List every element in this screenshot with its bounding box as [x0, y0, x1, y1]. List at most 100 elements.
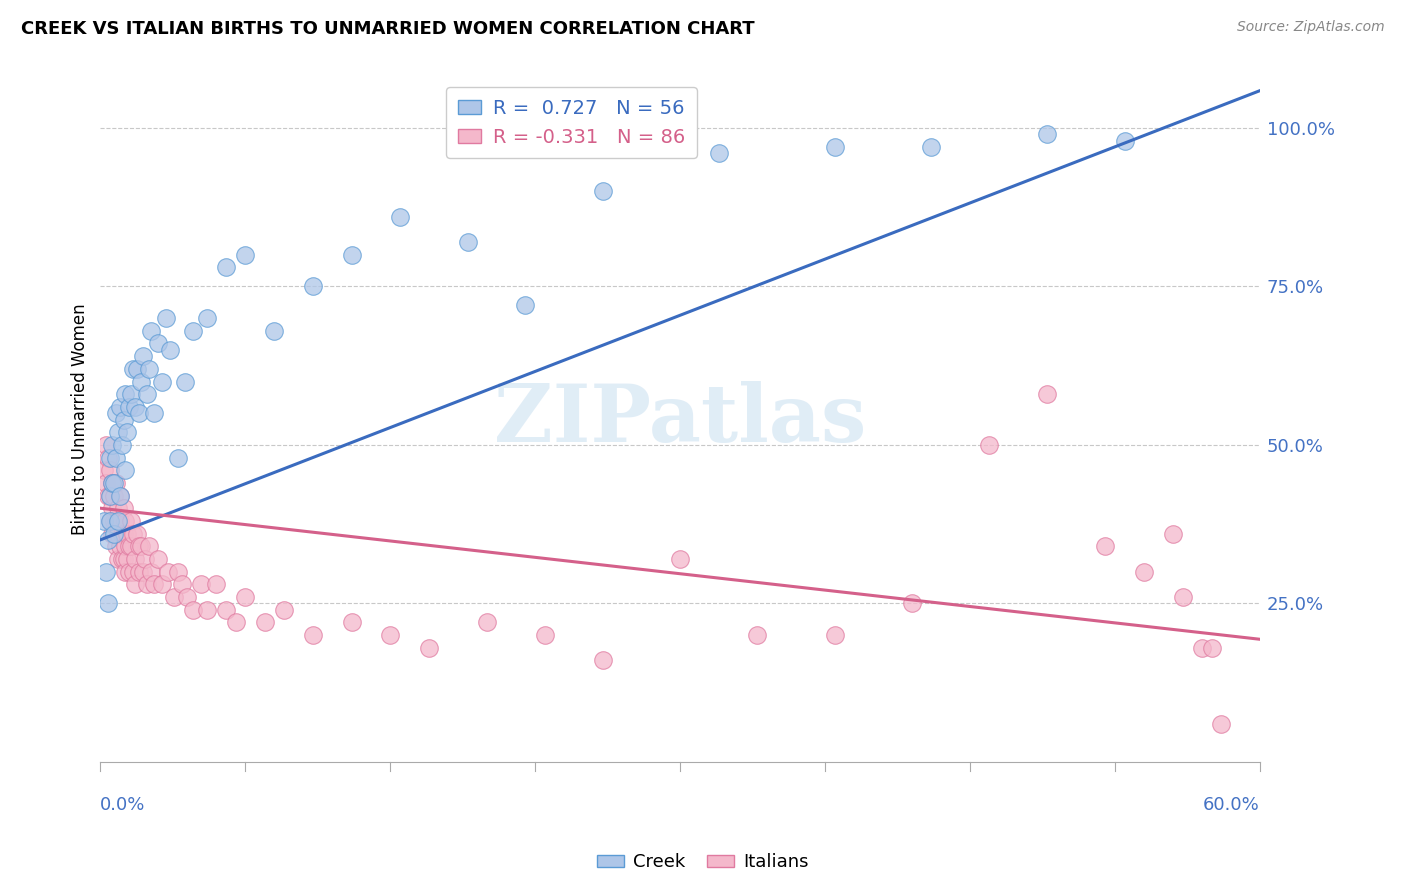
Point: [124, 577, 146, 591]
Point: [263, 324, 285, 338]
Point: [132, 349, 155, 363]
Point: [138, 539, 160, 553]
Point: [195, 311, 218, 326]
Point: [98, 450, 121, 465]
Text: Source: ZipAtlas.com: Source: ZipAtlas.com: [1237, 20, 1385, 34]
Point: [190, 577, 212, 591]
Point: [747, 628, 769, 642]
Point: [129, 539, 152, 553]
Point: [97, 489, 120, 503]
Point: [159, 343, 181, 357]
Point: [128, 565, 150, 579]
Point: [979, 438, 1001, 452]
Point: [233, 248, 256, 262]
Point: [97, 533, 120, 547]
Point: [103, 489, 125, 503]
Point: [107, 514, 129, 528]
Point: [1114, 134, 1136, 148]
Point: [117, 526, 139, 541]
Point: [150, 577, 173, 591]
Point: [114, 463, 136, 477]
Point: [97, 596, 120, 610]
Point: [112, 501, 135, 516]
Point: [592, 185, 614, 199]
Point: [98, 489, 121, 503]
Point: [901, 596, 924, 610]
Point: [380, 628, 402, 642]
Point: [340, 615, 363, 630]
Point: [143, 577, 166, 591]
Point: [101, 438, 124, 452]
Point: [98, 463, 121, 477]
Point: [174, 375, 197, 389]
Point: [253, 615, 276, 630]
Point: [112, 412, 135, 426]
Point: [101, 501, 124, 516]
Point: [1201, 640, 1223, 655]
Point: [107, 501, 129, 516]
Point: [98, 514, 121, 528]
Point: [118, 400, 141, 414]
Point: [120, 539, 142, 553]
Point: [108, 489, 131, 503]
Point: [114, 565, 136, 579]
Point: [118, 565, 141, 579]
Point: [108, 400, 131, 414]
Point: [94, 565, 117, 579]
Point: [110, 438, 132, 452]
Point: [302, 279, 325, 293]
Point: [475, 615, 498, 630]
Point: [143, 406, 166, 420]
Point: [104, 539, 127, 553]
Point: [110, 552, 132, 566]
Point: [122, 526, 145, 541]
Point: [163, 590, 186, 604]
Point: [215, 260, 238, 275]
Point: [139, 565, 162, 579]
Point: [824, 628, 846, 642]
Point: [156, 565, 179, 579]
Point: [166, 565, 188, 579]
Point: [107, 526, 129, 541]
Point: [128, 406, 150, 420]
Point: [117, 425, 139, 440]
Point: [139, 324, 162, 338]
Point: [114, 387, 136, 401]
Point: [1036, 387, 1059, 401]
Point: [1171, 590, 1194, 604]
Text: 60.0%: 60.0%: [1204, 797, 1260, 814]
Point: [132, 565, 155, 579]
Point: [150, 375, 173, 389]
Point: [104, 514, 127, 528]
Point: [592, 653, 614, 667]
Point: [120, 387, 142, 401]
Point: [125, 361, 148, 376]
Point: [103, 475, 125, 490]
Y-axis label: Births to Unmarried Women: Births to Unmarried Women: [72, 303, 89, 535]
Text: CREEK VS ITALIAN BIRTHS TO UNMARRIED WOMEN CORRELATION CHART: CREEK VS ITALIAN BIRTHS TO UNMARRIED WOM…: [21, 20, 755, 37]
Point: [340, 248, 363, 262]
Point: [824, 140, 846, 154]
Point: [195, 602, 218, 616]
Point: [1211, 716, 1233, 731]
Point: [104, 406, 127, 420]
Point: [388, 210, 411, 224]
Point: [170, 577, 193, 591]
Point: [669, 552, 692, 566]
Point: [117, 552, 139, 566]
Point: [124, 400, 146, 414]
Point: [920, 140, 942, 154]
Point: [101, 475, 124, 490]
Point: [122, 361, 145, 376]
Point: [176, 590, 198, 604]
Point: [273, 602, 295, 616]
Point: [103, 526, 125, 541]
Point: [125, 526, 148, 541]
Point: [103, 514, 125, 528]
Point: [1094, 539, 1116, 553]
Point: [104, 450, 127, 465]
Point: [1161, 526, 1184, 541]
Point: [181, 602, 204, 616]
Point: [225, 615, 247, 630]
Point: [155, 311, 177, 326]
